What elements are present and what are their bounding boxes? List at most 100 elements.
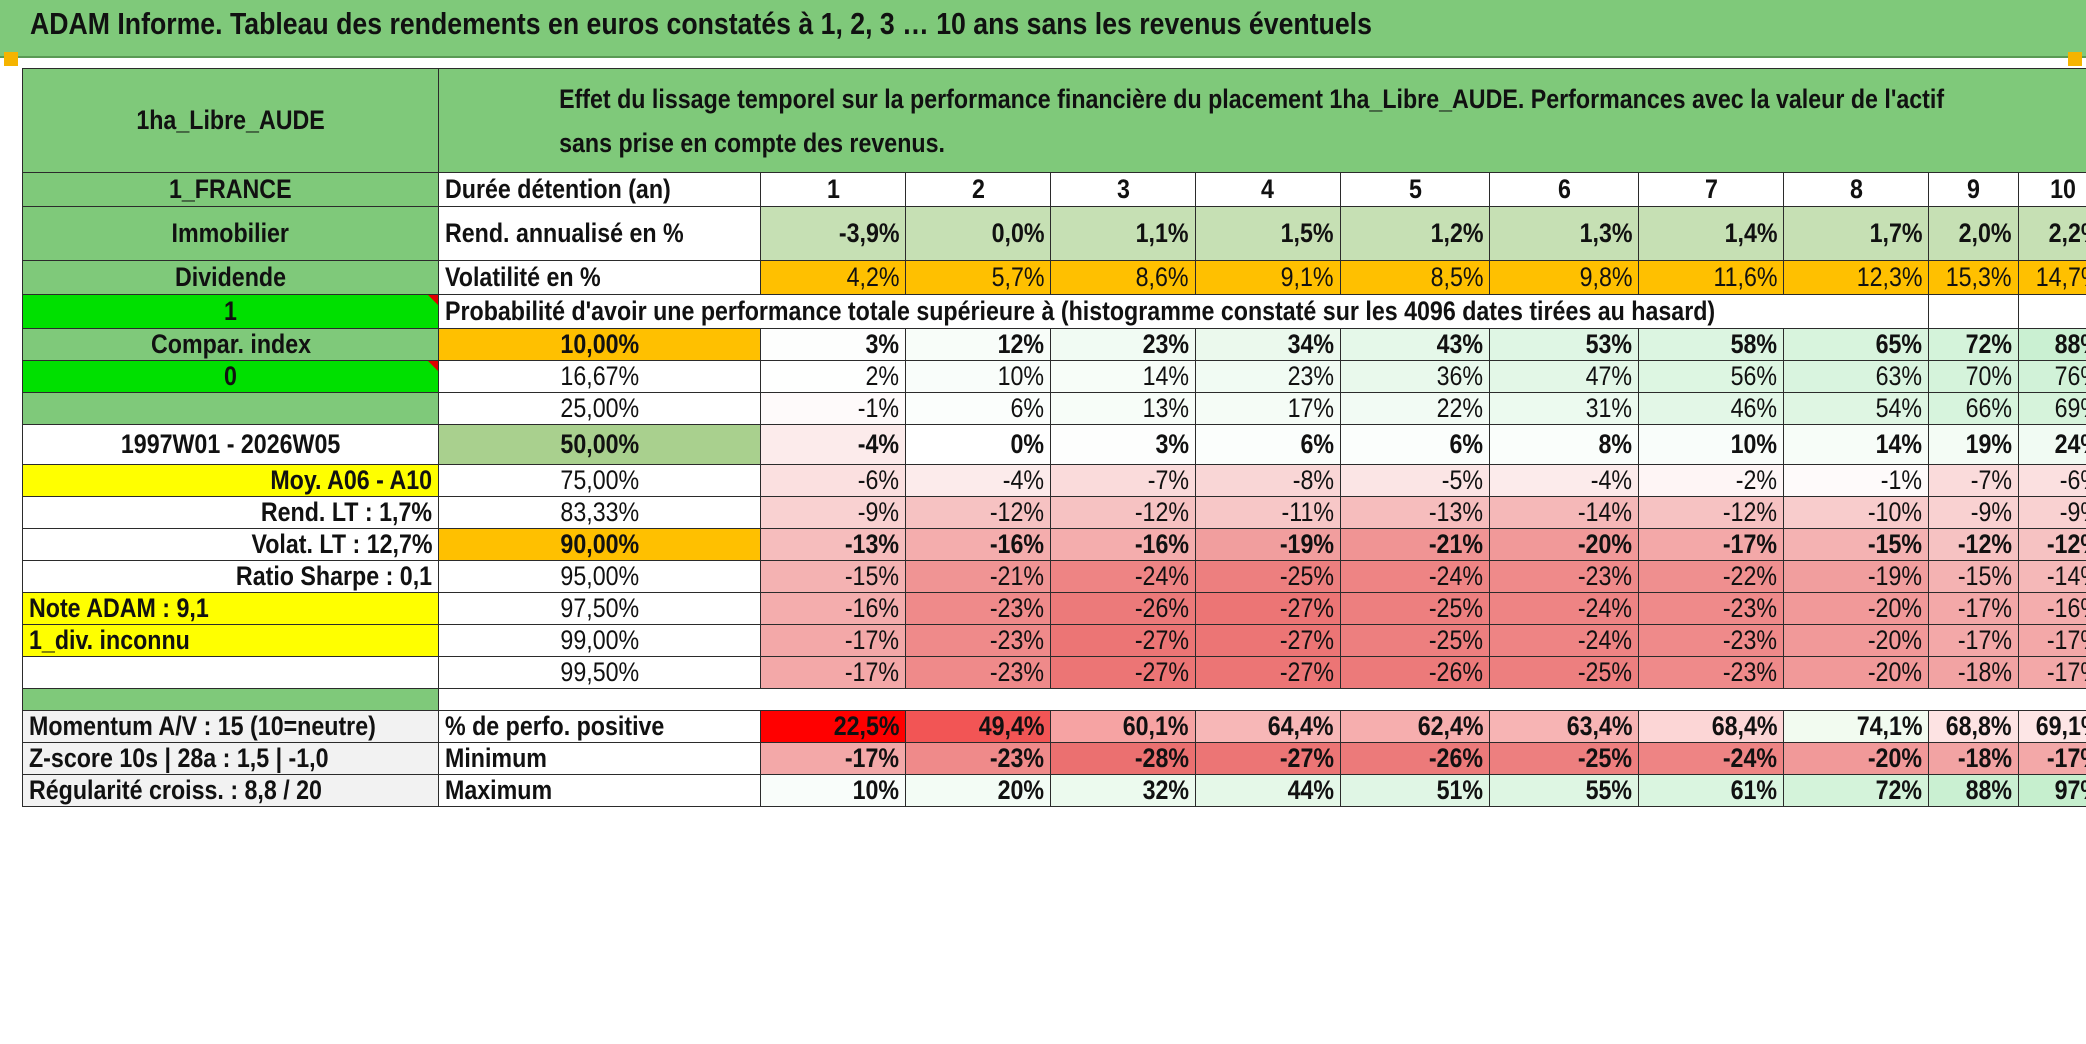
quantile-value: -16% <box>2017 592 2086 625</box>
compar-index: Compar. index <box>21 328 440 361</box>
quantile-value-text: -1% <box>1880 465 1923 496</box>
quantile-value-text: -6% <box>857 465 900 496</box>
quantile-value-text: 43% <box>1436 329 1484 360</box>
positive-value-text: 62,4% <box>1417 711 1484 742</box>
quantile-value-text: -20% <box>1578 529 1633 560</box>
quantile-value: -22% <box>1638 560 1785 593</box>
maximum-value: 20% <box>905 774 1052 807</box>
quantile-value-text: -23% <box>1578 561 1633 592</box>
maximum-value-text: 20% <box>997 775 1045 806</box>
positive-value: 68,4% <box>1638 710 1785 743</box>
quantile-value: -16% <box>760 592 907 625</box>
quantile-value-text: 66% <box>1965 393 2012 424</box>
quantile-value-text: 56% <box>1730 361 1778 392</box>
minimum-value: -26% <box>1339 742 1491 775</box>
quantile-value-text: 3% <box>865 329 900 360</box>
positive-value: 68,8% <box>1928 710 2019 743</box>
quantile-value-text: -27% <box>1279 593 1334 624</box>
quantile-value-text: -19% <box>1868 561 1923 592</box>
quantile-value: 31% <box>1489 392 1640 425</box>
quantile-value-text: -23% <box>1723 657 1778 688</box>
quantile-value: -4% <box>905 464 1052 497</box>
rend-value: 2,2% <box>2017 206 2086 261</box>
corner-marker-top-left <box>4 52 18 66</box>
minimum-value: -27% <box>1195 742 1341 775</box>
quantile-level: 90,00% <box>438 528 762 561</box>
quantile-value: -24% <box>1489 592 1640 625</box>
rend-lt-text: Rend. LT : 1,7% <box>261 497 433 528</box>
quantile-value: -10% <box>1783 496 1930 529</box>
minimum-value: -17% <box>2017 742 2086 775</box>
volat-value-text: 4,2% <box>846 262 900 292</box>
header-description: Effet du lissage temporel sur la perform… <box>438 68 2086 173</box>
quantile-value: -4% <box>760 424 907 465</box>
quantile-value: 2% <box>760 360 907 393</box>
year-header-text: 5 <box>1408 174 1422 204</box>
volat-value: 12,3% <box>1783 260 1930 295</box>
minimum-value-text: -26% <box>1428 743 1484 774</box>
rend-value-text: 1,4% <box>1724 218 1778 248</box>
table-row: Moy. A06 - A10 75,00% -6% -4% -7% -8% -5% -4% -2… <box>21 464 2086 497</box>
quantile-value: -9% <box>760 496 907 529</box>
quantile-value-text: -25% <box>1428 625 1484 656</box>
maximum-value: 55% <box>1489 774 1640 807</box>
quantile-value: 17% <box>1195 392 1341 425</box>
quantile-value: 53% <box>1489 328 1640 361</box>
quantile-value-text: -8% <box>1292 465 1334 496</box>
volat-value-text: 9,8% <box>1579 262 1633 292</box>
quantile-value: -17% <box>760 656 907 689</box>
quantile-value-text: -16% <box>989 529 1045 560</box>
quantile-value: 14% <box>1783 424 1930 465</box>
maximum-value: 61% <box>1638 774 1785 807</box>
quantile-value-text: 13% <box>1142 393 1189 424</box>
quantile-value: -11% <box>1195 496 1341 529</box>
maximum-value: 32% <box>1050 774 1196 807</box>
quantile-value-text: -9% <box>857 497 900 528</box>
country: 1_FRANCE <box>21 172 440 207</box>
quantile-value: -5% <box>1339 464 1491 497</box>
quantile-value-text: -23% <box>989 657 1045 688</box>
positive-value: 60,1% <box>1050 710 1196 743</box>
quantile-value: 10% <box>1638 424 1785 465</box>
quantile-value: -27% <box>1050 624 1196 657</box>
maximum-value: 51% <box>1339 774 1491 807</box>
quantile-value: -7% <box>1928 464 2019 497</box>
spacer-left <box>21 688 440 711</box>
volat-value-text: 5,7% <box>991 262 1045 292</box>
quantile-value: -1% <box>1783 464 1930 497</box>
year-header-text: 9 <box>1967 174 1981 204</box>
quantile-value: -23% <box>1489 560 1640 593</box>
minimum-value-text: -28% <box>1134 743 1189 774</box>
quantile-value-text: 12% <box>997 329 1045 360</box>
quantile-level-text: 97,50% <box>560 593 640 624</box>
positive-value: 49,4% <box>905 710 1052 743</box>
maximum-value-text: 44% <box>1287 775 1334 806</box>
quantile-value-text: 10% <box>997 361 1045 392</box>
quantile-value-text: -17% <box>1723 529 1778 560</box>
quantile-value: 23% <box>1195 360 1341 393</box>
quantile-value: -15% <box>1783 528 1930 561</box>
year-header: 3 <box>1050 172 1196 207</box>
quantile-value: -24% <box>1050 560 1196 593</box>
quantile-value: -23% <box>1638 656 1785 689</box>
quantile-value: -12% <box>1638 496 1785 529</box>
year-header-text: 3 <box>1116 174 1130 204</box>
quantile-value: -14% <box>2017 560 2086 593</box>
label-positive-text: % de perfo. positive <box>445 711 665 742</box>
quantile-level: 97,50% <box>438 592 762 625</box>
quantile-value-text: -13% <box>844 529 900 560</box>
quantile-value: -17% <box>2017 624 2086 657</box>
label-volat: Volatilité en % <box>438 260 762 295</box>
minimum-value: -28% <box>1050 742 1196 775</box>
quantile-level: 95,00% <box>438 560 762 593</box>
quantile-value-text: -23% <box>1723 625 1778 656</box>
quantile-value-text: -25% <box>1578 657 1633 688</box>
quantile-value-text: 72% <box>1965 329 2012 360</box>
quantile-value: 6% <box>1195 424 1341 465</box>
year-header: 1 <box>760 172 907 207</box>
quantile-value-text: -19% <box>1279 529 1334 560</box>
quantile-level-text: 50,00% <box>560 429 640 459</box>
asset-name: 1ha_Libre_AUDE <box>21 68 440 173</box>
quantile-level: 75,00% <box>438 464 762 497</box>
header-description-text: Effet du lissage temporel sur la perform… <box>559 83 1945 158</box>
